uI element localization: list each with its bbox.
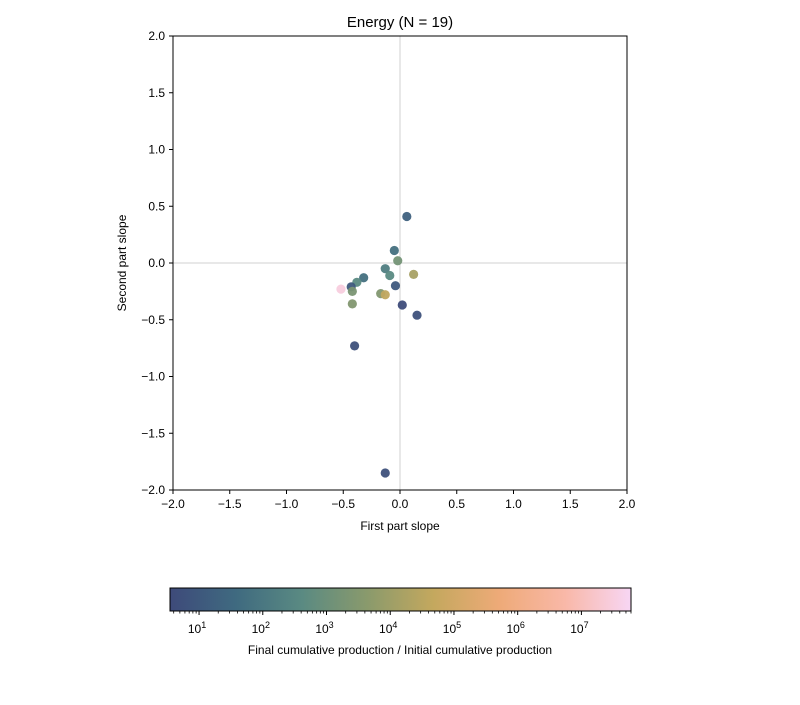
colorbar-tick-label: 104	[379, 620, 397, 636]
x-tick-label: 1.5	[562, 497, 579, 511]
x-tick-label: −0.5	[331, 497, 355, 511]
colorbar-tick-label: 105	[443, 620, 461, 636]
colorbar-tick-label: 101	[188, 620, 206, 636]
y-tick-label: −1.0	[141, 370, 165, 384]
colorbar-tick-label: 102	[252, 620, 270, 636]
colorbar-tick-label: 106	[506, 620, 524, 636]
colorbar-tick-label: 103	[315, 620, 333, 636]
x-tick-label: 1.0	[505, 497, 522, 511]
plot-area: −2.0 −1.5 −1.0 −0.5 0.0 0.5 1.0 1.5 2.0 2.0 1.5 1.0…	[141, 29, 635, 511]
y-tick-label: 1.5	[148, 86, 165, 100]
scatter-point	[347, 299, 357, 309]
y-tick-label: 0.5	[148, 199, 165, 213]
x-axis-label: First part slope	[360, 519, 440, 533]
scatter-point	[380, 468, 390, 478]
colorbar-tick-label: 107	[570, 620, 588, 636]
scatter-point	[390, 281, 401, 291]
scatter-point	[412, 310, 422, 320]
scatter-point	[389, 245, 399, 256]
y-tick-label: 2.0	[148, 29, 165, 43]
y-tick-label: −2.0	[141, 483, 165, 497]
x-tick-label: −1.0	[275, 497, 299, 511]
scatter-point	[350, 341, 360, 351]
x-tick-label: 2.0	[619, 497, 636, 511]
chart-title: Energy (N = 19)	[347, 14, 453, 31]
x-tick-label: −1.5	[218, 497, 242, 511]
x-tick-label: 0.5	[448, 497, 465, 511]
colorbar-label: Final cumulative production / Initial cu…	[248, 643, 552, 657]
scatter-point	[359, 273, 369, 283]
scatter-point	[336, 284, 346, 294]
scatter-point	[397, 300, 407, 310]
scatter-point	[393, 256, 403, 266]
scatter-point	[380, 264, 390, 274]
scatter-point	[347, 286, 357, 296]
y-tick-label: −1.5	[141, 426, 165, 440]
y-axis-label: Second part slope	[115, 214, 129, 311]
y-tick-label: 0.0	[148, 256, 165, 270]
scatter-point	[380, 290, 390, 300]
colorbar-gradient	[169, 587, 632, 612]
scatter-point	[385, 270, 395, 281]
scatter-point	[402, 211, 412, 222]
x-tick-label: −2.0	[161, 497, 185, 511]
colorbar: 101 102 103 104 105 106 107	[169, 587, 632, 636]
y-tick-label: −0.5	[141, 313, 165, 327]
x-tick-label: 0.0	[392, 497, 409, 511]
scatter-point	[409, 269, 419, 279]
y-tick-label: 1.0	[148, 143, 165, 157]
